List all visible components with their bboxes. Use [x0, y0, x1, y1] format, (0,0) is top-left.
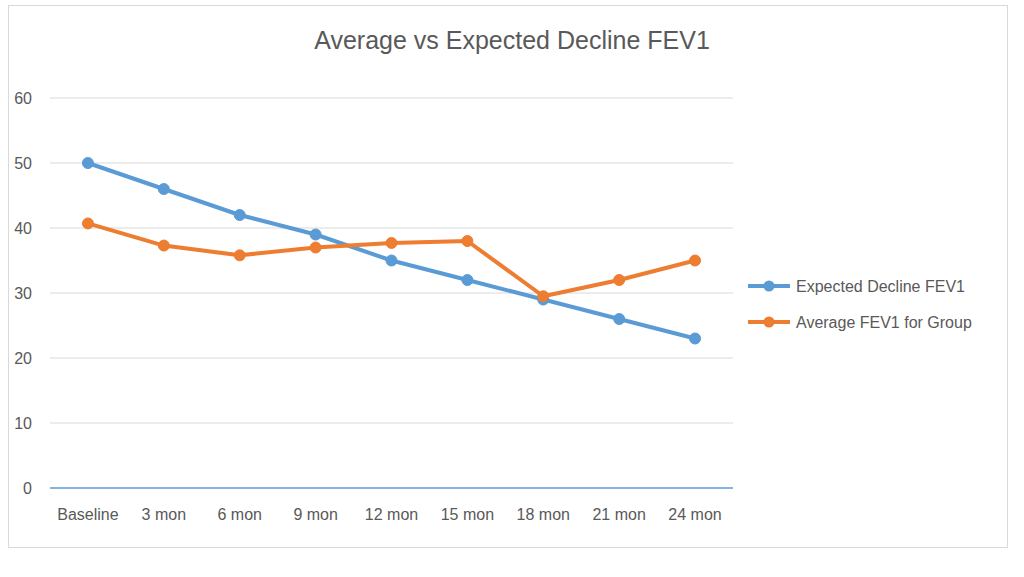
- series-marker: [158, 184, 169, 195]
- series-marker: [690, 333, 701, 344]
- grid-line: [50, 423, 733, 424]
- x-tick-label: 9 mon: [293, 506, 337, 523]
- series-marker: [614, 314, 625, 325]
- y-tick-label: 60: [14, 90, 32, 107]
- y-tick-label: 20: [14, 350, 32, 367]
- series-marker: [386, 255, 397, 266]
- series-marker: [690, 255, 701, 266]
- series-marker: [462, 275, 473, 286]
- series-line: [88, 163, 695, 339]
- x-tick-label: 18 mon: [517, 506, 570, 523]
- x-tick-label: 12 mon: [365, 506, 418, 523]
- grid-line: [50, 358, 733, 359]
- series-marker: [310, 229, 321, 240]
- y-tick-label: 30: [14, 285, 32, 302]
- grid: [50, 98, 733, 423]
- grid-line: [50, 228, 733, 229]
- legend-marker: [764, 281, 775, 292]
- x-tick-label: 15 mon: [441, 506, 494, 523]
- data-group: [82, 158, 700, 345]
- chart-frame: [9, 6, 1008, 548]
- x-tick-label: 24 mon: [668, 506, 721, 523]
- chart-svg: Average vs Expected Decline FEV1 0 10 20 30 4…: [0, 0, 1024, 577]
- series-marker: [614, 275, 625, 286]
- grid-line: [50, 163, 733, 164]
- series-marker: [234, 210, 245, 221]
- series-marker: [462, 236, 473, 247]
- y-tick-label: 0: [23, 480, 32, 497]
- series-marker: [158, 240, 169, 251]
- series-marker: [82, 218, 93, 229]
- series-marker: [82, 158, 93, 169]
- series-marker: [310, 242, 321, 253]
- series-marker: [386, 237, 397, 248]
- legend-marker: [764, 317, 775, 328]
- x-tick-label: 6 mon: [217, 506, 261, 523]
- series-marker: [538, 291, 549, 302]
- series-line: [88, 223, 695, 296]
- legend: Expected Decline FEV1 Average FEV1 for Gr…: [748, 278, 972, 331]
- chart-container: Average vs Expected Decline FEV1 0 10 20 30 4…: [0, 0, 1024, 577]
- grid-line: [50, 98, 733, 99]
- x-axis-line: [50, 487, 733, 489]
- legend-label: Average FEV1 for Group: [796, 314, 972, 331]
- legend-label: Expected Decline FEV1: [796, 278, 965, 295]
- grid-line: [50, 293, 733, 294]
- chart-title: Average vs Expected Decline FEV1: [314, 26, 710, 54]
- y-tick-label: 10: [14, 415, 32, 432]
- x-tick-label: 3 mon: [142, 506, 186, 523]
- y-tick-label: 40: [14, 220, 32, 237]
- series-marker: [234, 250, 245, 261]
- x-tick-label: Baseline: [57, 506, 118, 523]
- x-tick-label: 21 mon: [592, 506, 645, 523]
- y-tick-label: 50: [14, 155, 32, 172]
